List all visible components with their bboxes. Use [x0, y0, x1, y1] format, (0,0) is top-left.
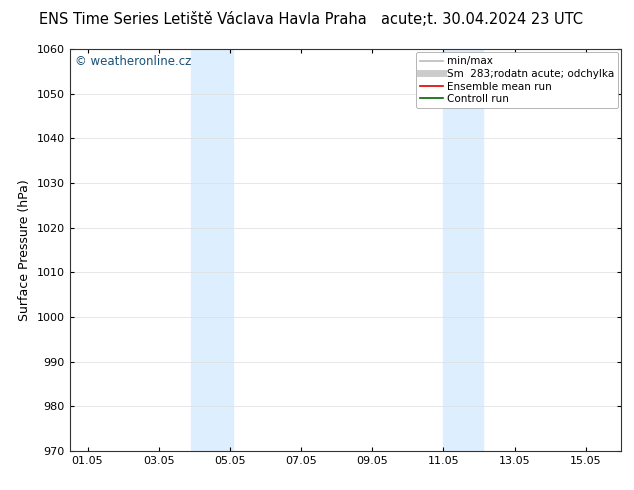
Text: acute;t. 30.04.2024 23 UTC: acute;t. 30.04.2024 23 UTC [381, 12, 583, 27]
Bar [191, 49, 233, 451]
Text: ENS Time Series Letiště Václava Havla Praha: ENS Time Series Letiště Václava Havla Pr… [39, 12, 366, 27]
Text: © weatheronline.cz: © weatheronline.cz [75, 55, 191, 68]
Y-axis label: Surface Pressure (hPa): Surface Pressure (hPa) [18, 179, 31, 321]
Legend: min/max, Sm  283;rodatn acute; odchylka, Ensemble mean run, Controll run: min/max, Sm 283;rodatn acute; odchylka, … [415, 52, 618, 108]
Bar [443, 49, 482, 451]
